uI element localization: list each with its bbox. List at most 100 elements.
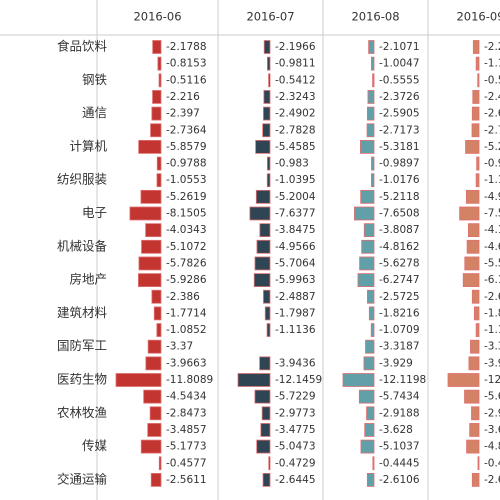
value-label: -2.5725: [379, 291, 420, 303]
bar: [469, 423, 480, 437]
bar: [477, 456, 480, 471]
bar: [365, 339, 375, 354]
bar: [360, 439, 375, 454]
bar: [370, 173, 375, 188]
bar: [150, 123, 162, 138]
value-label: -5.5: [484, 257, 500, 269]
bar: [371, 56, 375, 71]
value-label: -5.6: [484, 391, 500, 403]
value-label: -5.9963: [275, 274, 316, 286]
value-label: -0.4: [484, 457, 500, 469]
value-label: -2.6445: [275, 474, 316, 486]
bar: [465, 189, 480, 204]
bar: [115, 373, 162, 387]
value-label: -11.8089: [166, 374, 213, 386]
value-label: -0.5412: [275, 74, 316, 86]
bar: [267, 56, 271, 71]
value-label: -3.6: [484, 424, 500, 436]
category-label: 机械设备: [57, 238, 108, 253]
value-label: -4.9: [484, 191, 500, 203]
bar: [263, 90, 271, 104]
value-label: -4.1: [484, 224, 500, 236]
category-label: 计算机: [69, 138, 107, 153]
bar: [363, 356, 375, 371]
value-label: -2.9: [484, 407, 500, 419]
bar: [256, 439, 271, 454]
value-label: -0.9811: [275, 58, 316, 70]
bar: [262, 472, 271, 487]
bar: [129, 206, 162, 221]
bar: [466, 239, 480, 254]
bar: [156, 173, 162, 188]
bar: [366, 406, 375, 421]
category-label: 纺织服装: [57, 172, 107, 187]
value-label: -0.8153: [166, 58, 207, 70]
value-label: -1.8: [484, 307, 500, 319]
value-label: -1.0553: [166, 174, 207, 186]
value-label: -5.2619: [166, 191, 207, 203]
bar: [237, 373, 271, 387]
column-header: 2016-06: [133, 10, 181, 24]
category-label: 钢铁: [82, 72, 108, 87]
value-label: -1.7987: [275, 307, 316, 319]
bar: [475, 173, 480, 188]
value-label: -8.1505: [166, 208, 207, 220]
bar: [267, 156, 271, 171]
value-label: -0.5: [484, 74, 500, 86]
bar: [368, 306, 375, 321]
category-label: 通信: [82, 105, 107, 120]
bar: [263, 40, 271, 54]
value-label: -2.9188: [379, 407, 420, 419]
value-label: -5.1037: [379, 441, 420, 453]
bar: [260, 423, 271, 437]
value-label: -12.1198: [379, 374, 426, 386]
value-label: -0.983: [275, 158, 309, 170]
value-label: -2.1966: [275, 41, 316, 53]
value-label: -5.2004: [275, 191, 316, 203]
value-label: -3.628: [379, 424, 413, 436]
value-label: -2.5905: [379, 108, 420, 120]
value-label: -5.6278: [379, 257, 420, 269]
value-label: -1.8216: [379, 307, 420, 319]
bar: [471, 289, 480, 304]
bar: [145, 223, 162, 238]
bar: [150, 472, 162, 487]
value-label: -2.397: [166, 108, 200, 120]
bar: [138, 256, 162, 271]
category-label: 国防军工: [57, 338, 107, 353]
bar: [151, 106, 162, 121]
value-label: -3.4775: [275, 424, 316, 436]
value-label: -3.9436: [275, 357, 316, 369]
value-label: -3.929: [379, 357, 413, 369]
bar: [470, 339, 480, 354]
value-label: -1.0852: [166, 324, 207, 336]
bar: [158, 456, 162, 471]
bar: [372, 456, 375, 471]
bar: [342, 373, 375, 387]
bar: [354, 206, 375, 221]
bar: [140, 189, 162, 204]
value-label: -5.0473: [275, 441, 316, 453]
value-label: -4.0343: [166, 224, 207, 236]
value-label: -2.3726: [379, 91, 420, 103]
value-label: -2.7: [484, 124, 500, 136]
value-label: -2.1788: [166, 41, 207, 53]
bar: [263, 106, 271, 121]
bar: [471, 123, 480, 138]
bar: [261, 406, 271, 421]
value-label: -2.386: [166, 291, 200, 303]
value-label: -4.8: [484, 441, 500, 453]
value-label: -4.9566: [275, 241, 316, 253]
value-label: -7.6377: [275, 208, 316, 220]
bar: [472, 40, 480, 54]
bar: [255, 139, 271, 154]
bar: [477, 73, 480, 88]
value-label: -3.9: [484, 357, 500, 369]
bar: [140, 439, 162, 454]
value-label: -5.1773: [166, 441, 207, 453]
value-label: -2.7828: [275, 124, 316, 136]
bar: [256, 239, 271, 254]
category-label: 房地产: [69, 272, 107, 287]
bar: [363, 223, 375, 238]
bar: [464, 256, 480, 271]
